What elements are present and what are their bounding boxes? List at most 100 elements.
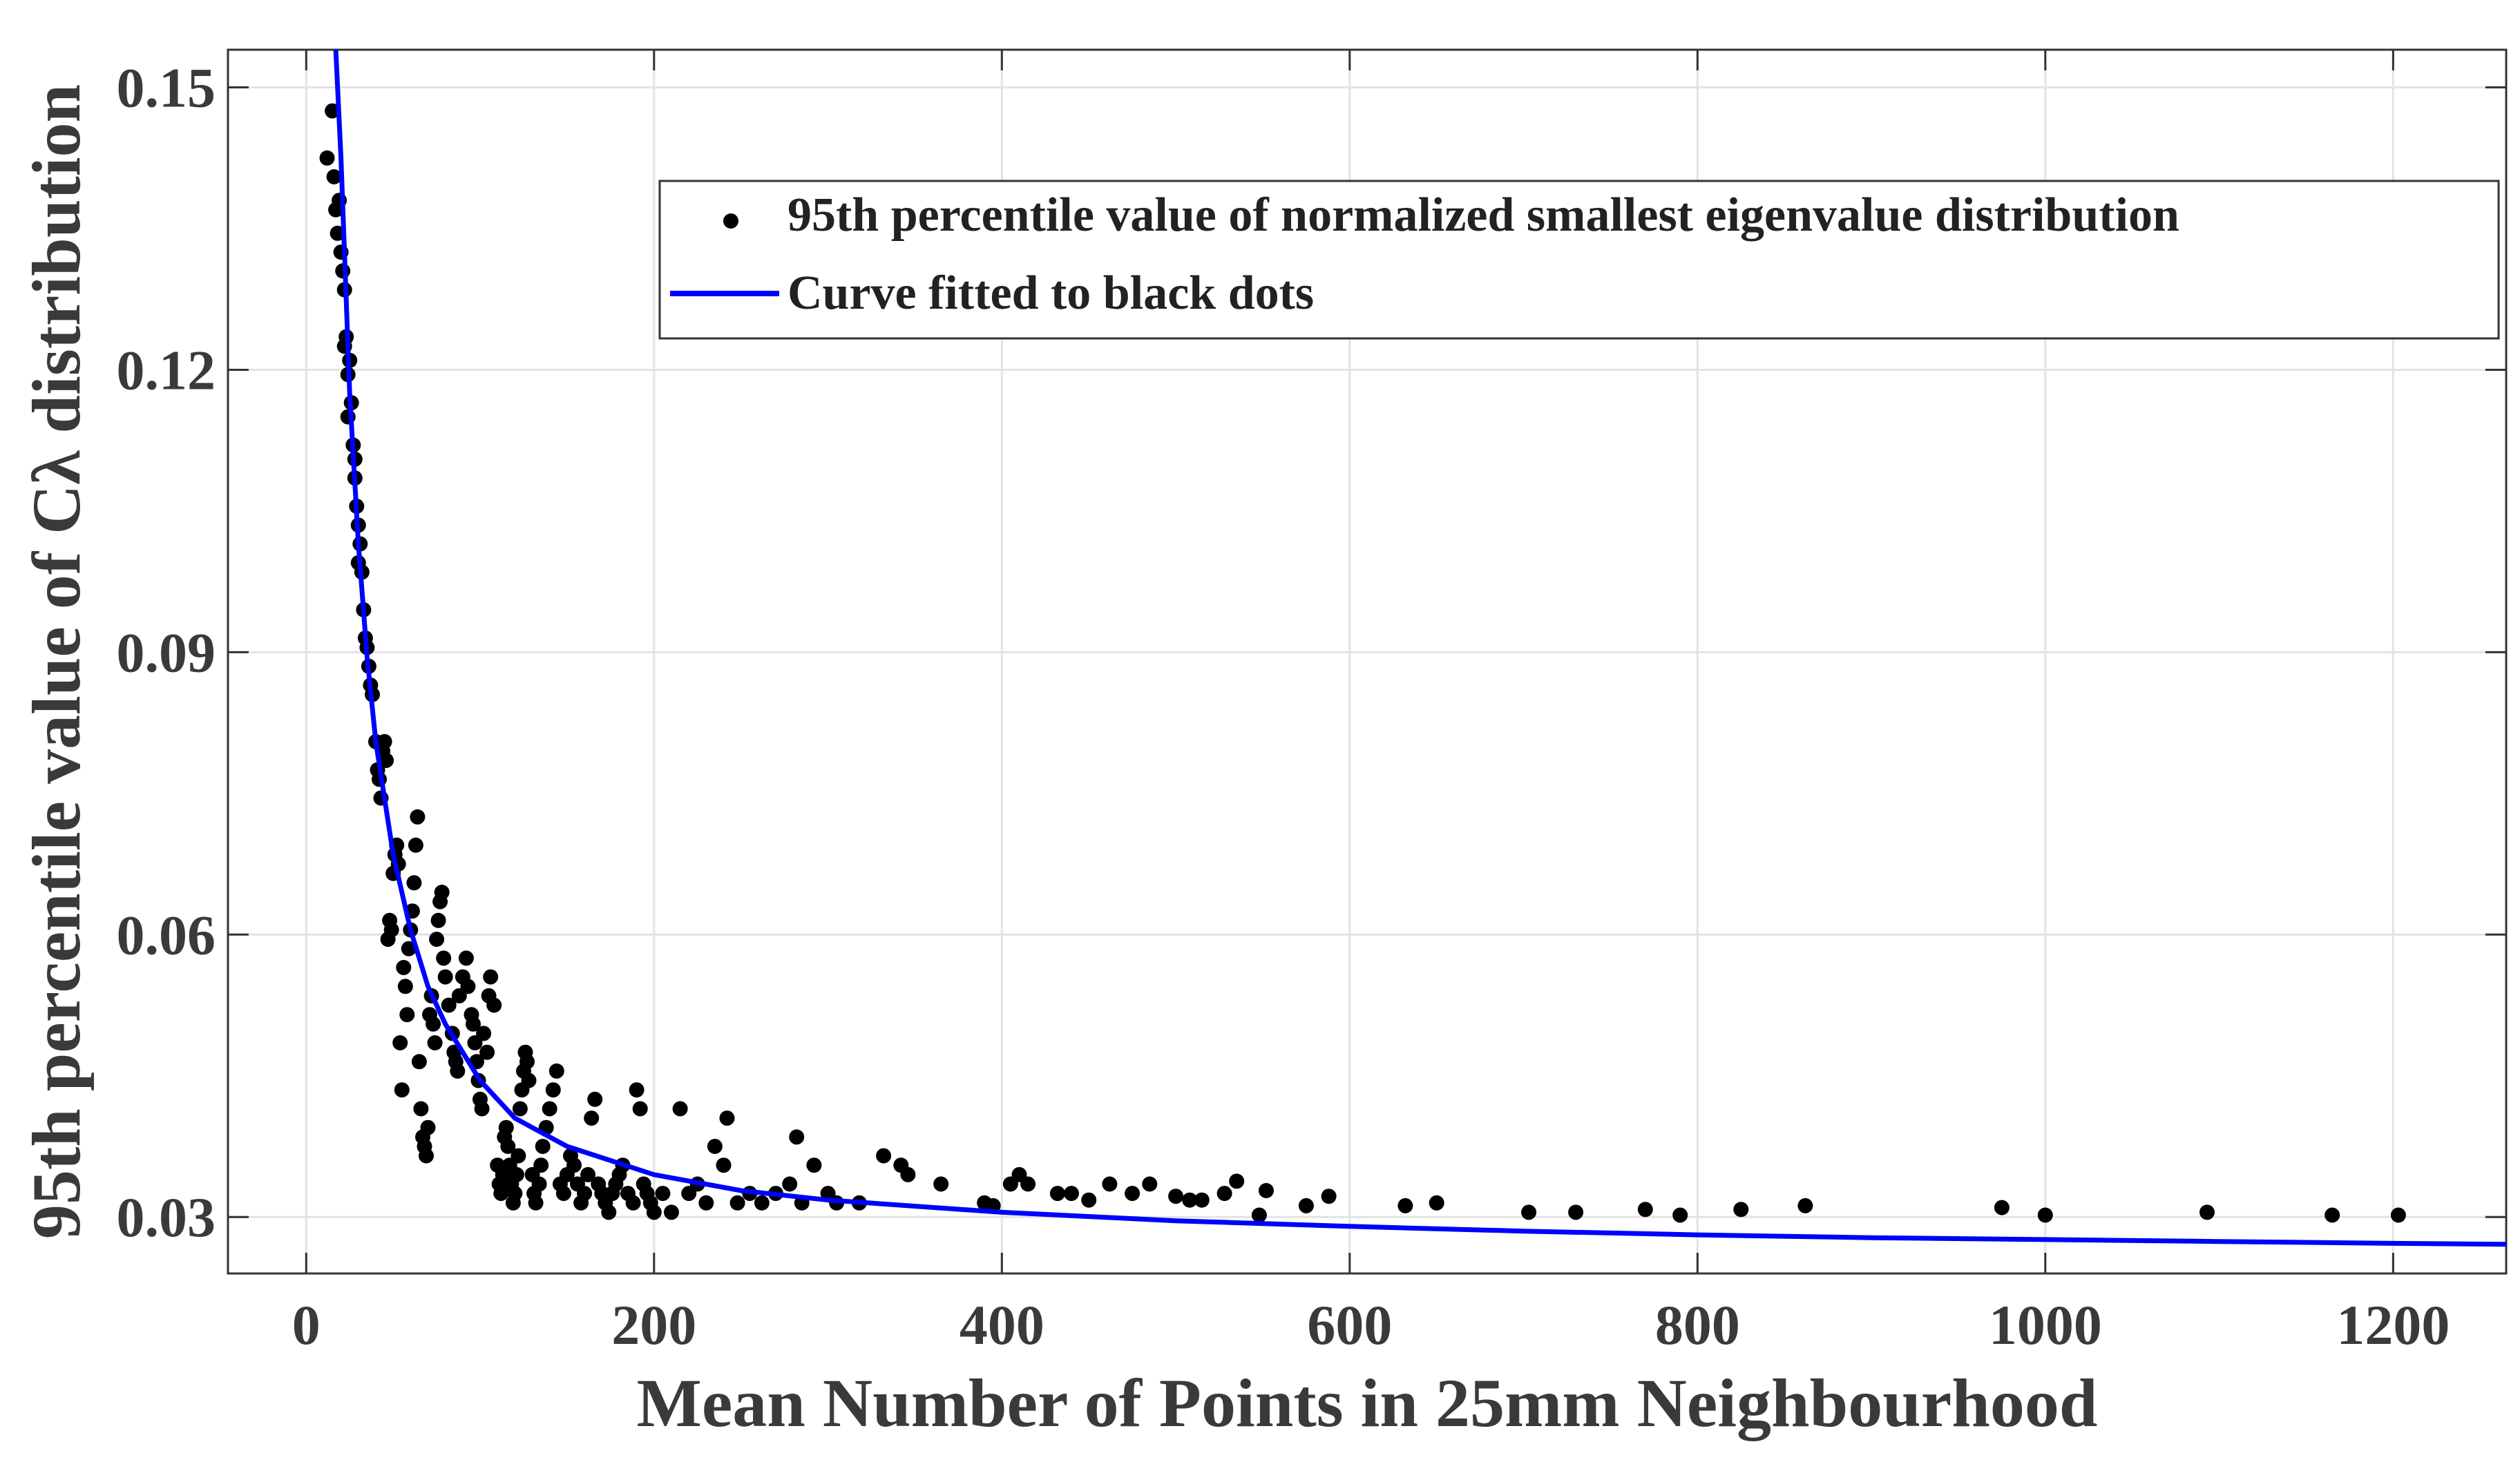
y-axis-tick-labels: 0.03 0.06 0.09 0.12 0.15 <box>117 57 216 1249</box>
data-point <box>507 1186 523 1202</box>
data-point <box>376 733 392 749</box>
data-point <box>719 1110 735 1126</box>
data-point <box>474 1101 490 1117</box>
data-point <box>1429 1195 1444 1211</box>
data-point <box>436 950 452 966</box>
data-point <box>1049 1186 1065 1202</box>
data-point <box>419 1148 434 1164</box>
data-point <box>1182 1192 1198 1208</box>
x-tick-label: 800 <box>1655 1293 1740 1356</box>
data-point <box>2199 1204 2215 1220</box>
data-point <box>555 1186 571 1202</box>
data-point <box>1229 1173 1245 1189</box>
y-tick-label: 0.03 <box>117 1186 216 1249</box>
data-point <box>716 1157 732 1173</box>
data-point <box>410 809 426 825</box>
data-point <box>587 1091 603 1107</box>
data-point <box>806 1157 822 1173</box>
legend-label-curve: Curve fitted to black dots <box>788 267 1314 320</box>
data-point <box>434 885 450 900</box>
data-point <box>664 1204 679 1220</box>
data-point <box>1637 1202 1653 1218</box>
y-tick-label: 0.09 <box>117 621 216 684</box>
data-point <box>460 979 476 994</box>
data-point <box>933 1176 949 1192</box>
data-point <box>411 1054 427 1070</box>
data-point <box>519 1054 535 1070</box>
data-point <box>1321 1189 1337 1204</box>
fitted-curve-line <box>333 49 2507 1247</box>
data-point <box>426 1016 441 1032</box>
data-point <box>441 997 457 1013</box>
data-point <box>521 1073 537 1088</box>
data-point <box>1259 1183 1274 1198</box>
legend-box <box>658 180 2500 340</box>
y-tick-label: 0.15 <box>117 57 216 119</box>
data-point <box>566 1157 582 1173</box>
data-point <box>672 1101 688 1117</box>
data-point <box>2325 1207 2340 1223</box>
data-point <box>450 1063 466 1079</box>
data-point <box>707 1139 723 1154</box>
data-point <box>629 1082 645 1098</box>
data-point <box>500 1139 516 1154</box>
data-point <box>508 1166 524 1182</box>
y-tick-label: 0.06 <box>117 903 216 966</box>
legend-label-dots: 95th percentile value of normalized smal… <box>788 189 2179 242</box>
legend: 95th percentile value of normalized smal… <box>658 180 2500 340</box>
data-point <box>413 1101 429 1117</box>
x-tick-label: 200 <box>611 1293 696 1356</box>
data-point <box>479 1044 495 1060</box>
data-point <box>2390 1207 2406 1223</box>
x-axis-title: Mean Number of Points in 25mm Neighbourh… <box>637 1365 2098 1441</box>
data-point <box>1568 1204 1584 1220</box>
data-point <box>401 941 417 956</box>
data-point <box>528 1195 544 1211</box>
data-point <box>379 753 394 769</box>
y-tick-label: 0.12 <box>117 338 216 401</box>
data-point <box>876 1148 892 1164</box>
data-point <box>1194 1192 1210 1208</box>
data-point <box>1251 1207 1267 1223</box>
data-point <box>580 1166 596 1182</box>
data-point <box>1216 1186 1232 1202</box>
legend-dot-marker <box>723 213 738 229</box>
data-point <box>326 169 342 184</box>
data-point <box>535 1139 551 1154</box>
data-point <box>399 1007 415 1023</box>
data-point <box>397 979 413 994</box>
data-point <box>1397 1198 1413 1213</box>
data-point <box>698 1195 714 1211</box>
data-point <box>486 997 502 1013</box>
x-axis-tick-labels: 0 200 400 600 800 1000 1200 <box>292 1293 2450 1356</box>
x-tick-label: 0 <box>292 1293 321 1356</box>
data-point <box>483 969 499 985</box>
data-point <box>429 932 445 948</box>
data-point <box>392 1035 408 1050</box>
data-point <box>394 1082 410 1098</box>
data-point <box>430 912 446 928</box>
data-point <box>476 1026 492 1041</box>
data-point <box>1142 1176 1158 1192</box>
x-tick-label: 600 <box>1307 1293 1392 1356</box>
data-point <box>383 922 399 938</box>
data-point <box>1168 1189 1184 1204</box>
data-point <box>900 1166 916 1182</box>
data-point <box>319 150 335 166</box>
x-tick-label: 400 <box>960 1293 1044 1356</box>
data-point <box>406 875 422 891</box>
data-point <box>584 1110 600 1126</box>
axis-ticks <box>228 50 2506 1273</box>
data-point <box>512 1101 528 1117</box>
data-point <box>466 1016 481 1032</box>
data-point <box>493 1186 509 1202</box>
data-point <box>427 1035 443 1050</box>
data-point <box>577 1186 593 1202</box>
data-point <box>420 1119 436 1135</box>
data-point <box>510 1148 526 1164</box>
data-point <box>548 1063 564 1079</box>
data-point <box>729 1195 745 1211</box>
x-tick-label: 1200 <box>2336 1293 2450 1356</box>
data-point <box>1064 1186 1079 1202</box>
data-point <box>396 960 412 975</box>
